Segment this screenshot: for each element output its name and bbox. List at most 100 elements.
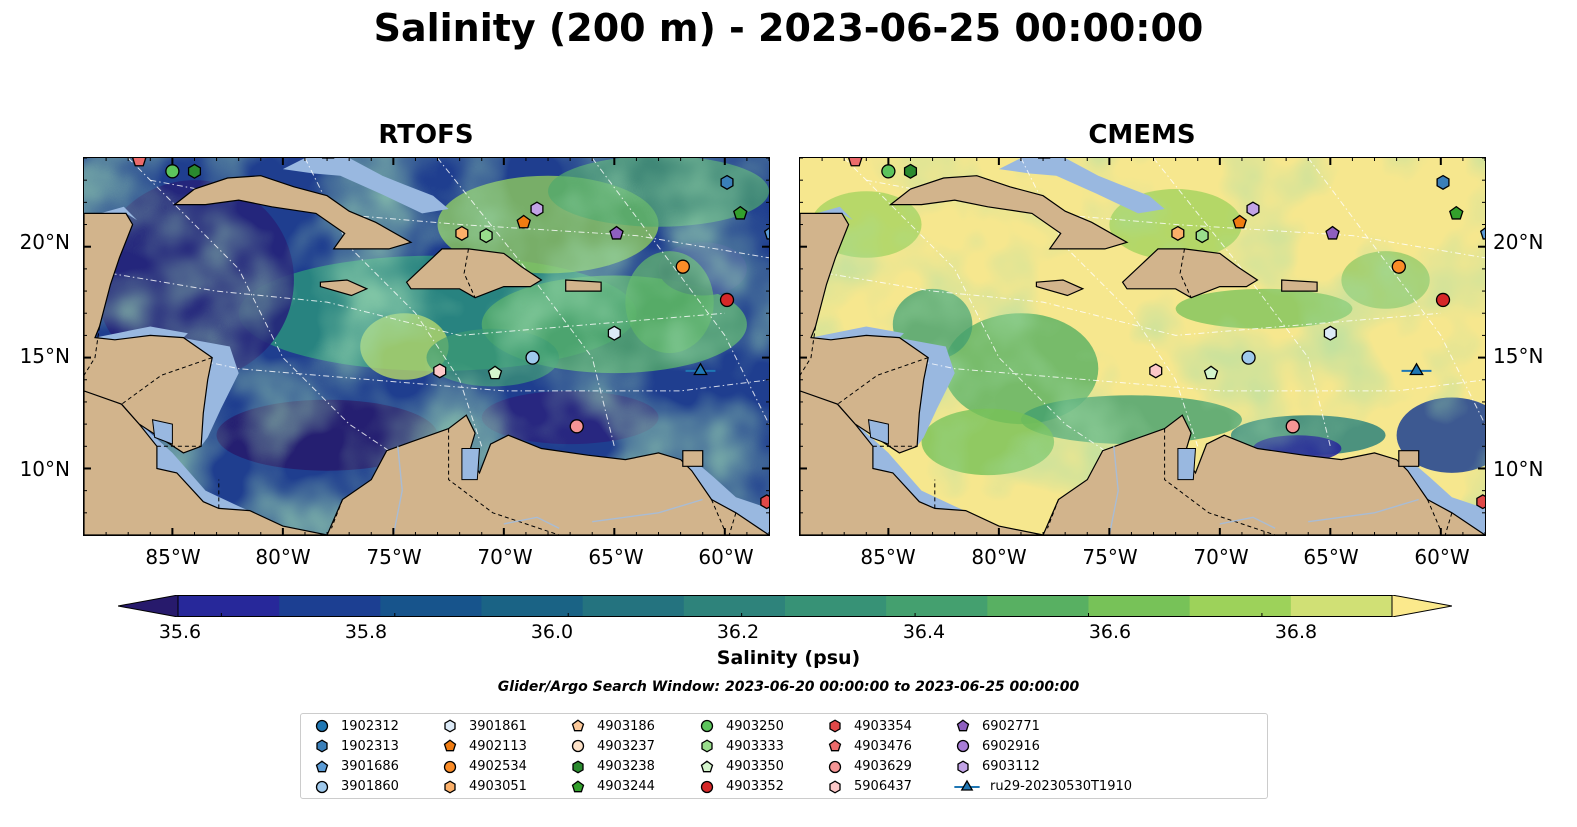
- salinity-map-rtofs[interactable]: [84, 158, 769, 535]
- legend-marker-icon: [315, 780, 329, 794]
- observation-marker-4903354[interactable]: [760, 494, 769, 510]
- observation-marker-6902771[interactable]: [1325, 225, 1340, 240]
- panel-title-rtofs: RTOFS: [378, 120, 474, 150]
- observation-marker-1902313[interactable]: [1436, 174, 1450, 190]
- eez-boundary: [127, 158, 416, 469]
- legend-marker-icon: [572, 760, 584, 774]
- observation-marker-3901686[interactable]: [763, 227, 769, 240]
- cuba-land: [172, 175, 413, 250]
- x-tick-label: 85°W: [145, 545, 201, 569]
- colorbar-bin: [1290, 595, 1393, 617]
- observation-marker-5906437[interactable]: [433, 363, 447, 379]
- observation-marker-5906437[interactable]: [1149, 363, 1163, 379]
- colorbar-bin: [279, 595, 381, 617]
- y-tick-label: 10°N: [1493, 457, 1544, 481]
- observation-marker-4903333[interactable]: [479, 228, 493, 244]
- eez-boundary: [591, 158, 769, 425]
- colorbar-extend-high: [1391, 594, 1453, 618]
- observation-marker-4902113[interactable]: [1232, 214, 1247, 229]
- yucatan-honduras-land: [800, 212, 929, 454]
- observation-marker-ru29-20230530T1910[interactable]: [1401, 362, 1432, 376]
- legend-label: 4903250: [726, 718, 784, 734]
- colorbar-tick-label: 35.6: [158, 621, 202, 643]
- colorbar-outline: [177, 595, 1393, 617]
- observation-marker-4902113[interactable]: [516, 214, 531, 229]
- y-tick-label: 20°N: [19, 230, 70, 254]
- salinity-map-cmems[interactable]: [800, 158, 1485, 535]
- trinidad-land: [682, 450, 704, 467]
- legend-marker-icon: [700, 760, 714, 772]
- map-panel-cmems[interactable]: [799, 157, 1486, 536]
- legend-item-6902916: 6902916: [954, 736, 1040, 756]
- legend-item-4903350: 4903350: [698, 757, 784, 777]
- legend-label: 3901686: [341, 759, 399, 775]
- observation-marker-4903051[interactable]: [1171, 225, 1185, 241]
- legend-item-4903237: 4903237: [569, 736, 655, 756]
- legend-marker-icon: [828, 739, 842, 752]
- observation-marker-4903244[interactable]: [1449, 205, 1464, 220]
- legend-label: 4903244: [597, 779, 655, 795]
- hispaniola-land: [405, 248, 543, 299]
- axis-ticks: [84, 158, 769, 535]
- national-border: [728, 512, 737, 535]
- colorbar-bin: [582, 595, 685, 617]
- legend-label: 4903476: [854, 738, 912, 754]
- legend-label: 5906437: [854, 779, 912, 795]
- legend-label: 3901860: [341, 779, 399, 795]
- observation-marker-4903629[interactable]: [569, 419, 584, 434]
- observation-marker-3901686[interactable]: [1479, 227, 1485, 240]
- x-tick-label: 70°W: [1193, 545, 1249, 569]
- observation-marker-3901860[interactable]: [525, 350, 540, 365]
- observation-marker-4903238[interactable]: [903, 163, 918, 179]
- x-tick-label: 75°W: [366, 545, 422, 569]
- observation-marker-3901860[interactable]: [1241, 350, 1256, 365]
- observation-marker-4903629[interactable]: [1285, 419, 1300, 434]
- legend-label: ru29-20230530T1910: [990, 779, 1133, 795]
- observation-marker-4902534[interactable]: [675, 259, 690, 274]
- axis-ticks: [800, 158, 1485, 535]
- x-tick-label: 60°W: [698, 545, 754, 569]
- observation-marker-4903333[interactable]: [1195, 228, 1209, 244]
- colorbar-bin: [1189, 595, 1292, 617]
- observation-marker-4903476[interactable]: [848, 158, 863, 167]
- observation-marker-6902771[interactable]: [609, 225, 624, 240]
- bahamas-bank: [998, 158, 1165, 214]
- colorbar-label: Salinity (psu): [716, 647, 861, 669]
- legend-marker-icon: [829, 780, 841, 794]
- legend-item-1902312: 1902312: [313, 716, 399, 736]
- colorbar-bin: [380, 595, 482, 617]
- observation-marker-4903354[interactable]: [1476, 494, 1485, 510]
- observation-marker-4903350[interactable]: [487, 365, 503, 380]
- observation-marker-4903238[interactable]: [187, 163, 202, 179]
- observation-marker-4903352[interactable]: [1435, 292, 1451, 308]
- observation-marker-4903352[interactable]: [719, 292, 735, 308]
- river: [592, 498, 703, 523]
- observation-marker-4902534[interactable]: [1391, 259, 1406, 274]
- observation-marker-6903112[interactable]: [1246, 201, 1260, 217]
- legend-marker-icon: [444, 719, 456, 733]
- lake-nicaragua: [867, 419, 889, 445]
- observation-marker-4903250[interactable]: [881, 164, 896, 179]
- colorbar-tick-label: 35.8: [344, 621, 388, 643]
- observation-marker-3901861[interactable]: [1323, 325, 1337, 341]
- observation-marker-4903051[interactable]: [455, 225, 469, 241]
- observation-marker-4903244[interactable]: [733, 205, 748, 220]
- observation-marker-ru29-20230530T1910[interactable]: [685, 362, 716, 376]
- observation-marker-1902313[interactable]: [720, 174, 734, 190]
- legend-marker-icon: [956, 740, 970, 753]
- observation-marker-4903350[interactable]: [1203, 365, 1219, 380]
- y-tick-label: 15°N: [1493, 344, 1544, 368]
- map-panel-rtofs[interactable]: [83, 157, 770, 536]
- observation-marker-4903476[interactable]: [132, 158, 147, 167]
- national-border: [1427, 499, 1442, 531]
- cuba-land: [888, 175, 1129, 250]
- observation-marker-4903250[interactable]: [165, 164, 180, 179]
- observation-marker-3901861[interactable]: [607, 325, 621, 341]
- observation-marker-6903112[interactable]: [530, 201, 544, 217]
- legend-label: 6902771: [982, 718, 1040, 734]
- hispaniola-land: [1121, 248, 1259, 299]
- trinidad-land: [1398, 450, 1420, 467]
- legend-item-3901860: 3901860: [313, 777, 399, 797]
- legend-marker-icon: [829, 719, 841, 733]
- legend-label: 4903350: [726, 759, 784, 775]
